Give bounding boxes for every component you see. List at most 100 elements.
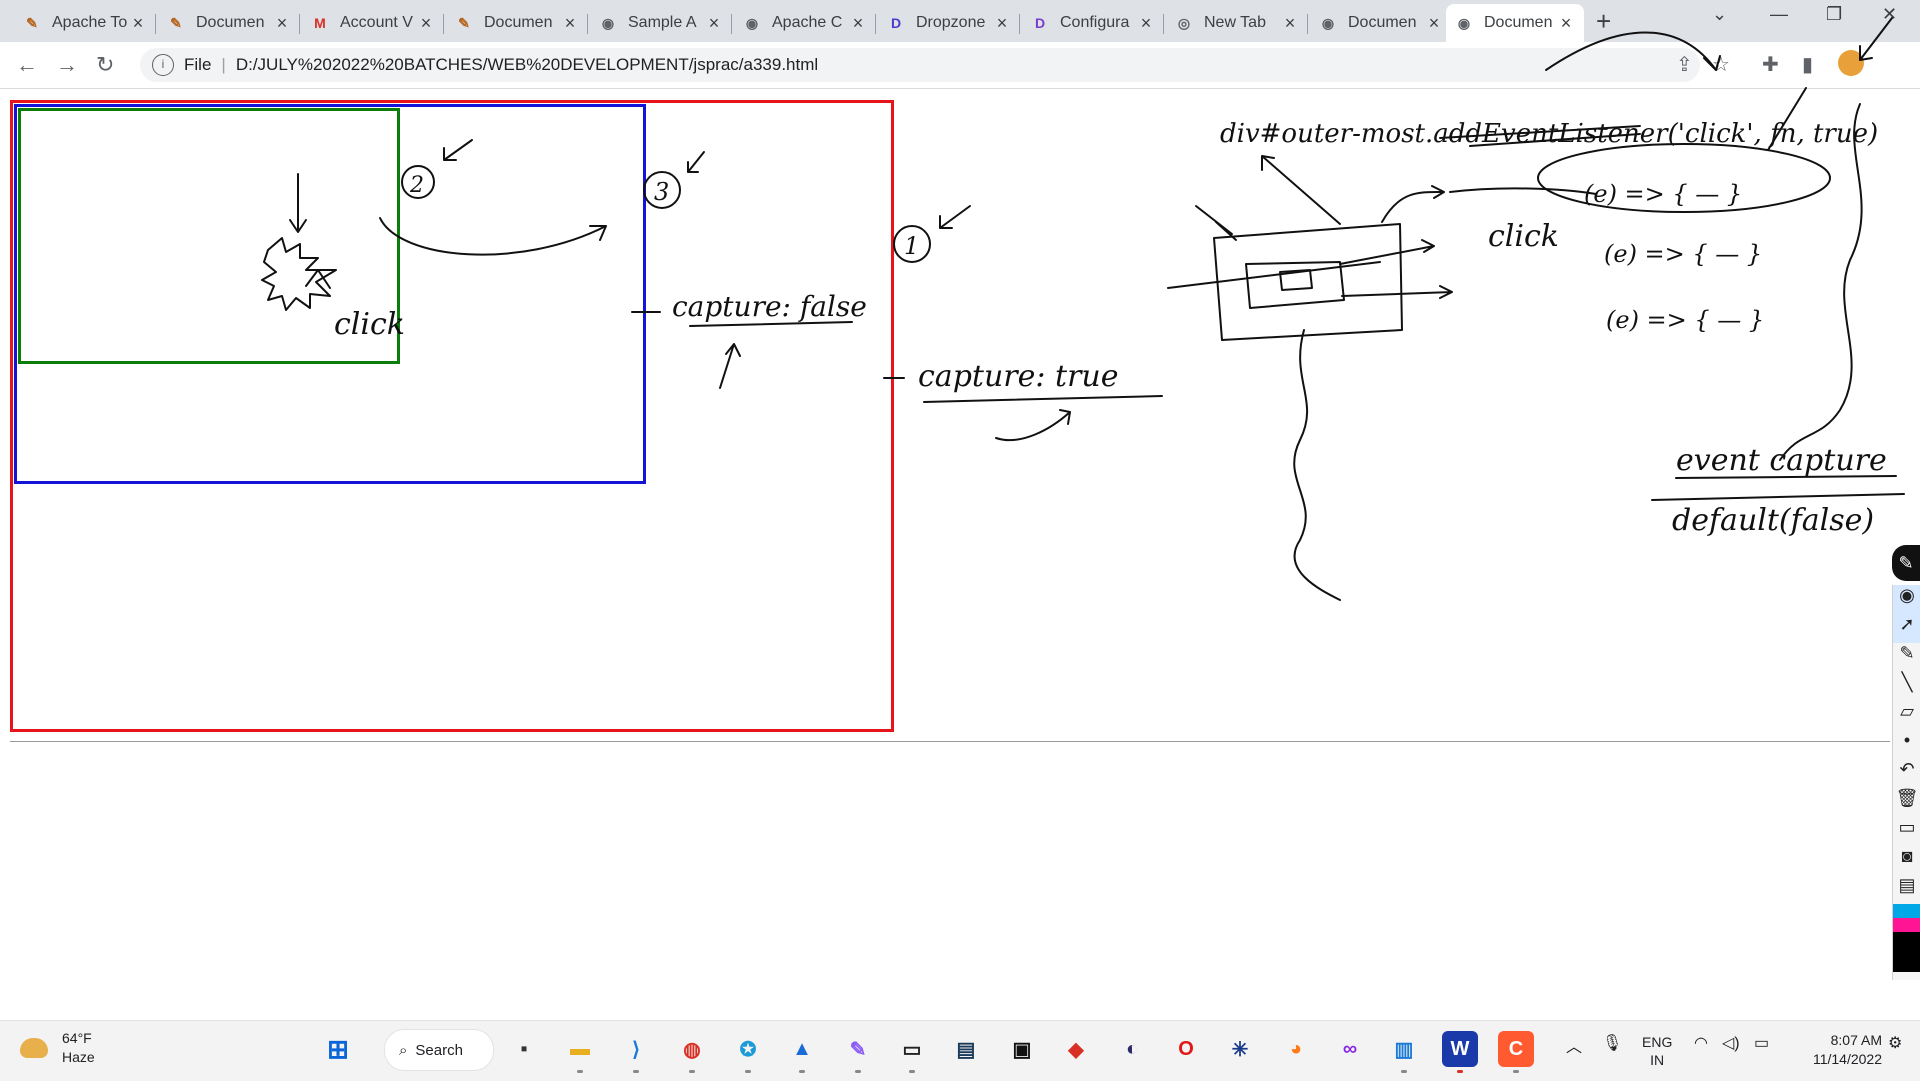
camera-icon[interactable]: ◙ <box>1901 846 1913 866</box>
task-view-icon[interactable]: ▪ <box>520 1037 528 1060</box>
browser-tab[interactable]: M Account V × <box>302 4 444 42</box>
clipboard-icon[interactable]: ▤ <box>1898 875 1916 895</box>
close-tab-icon[interactable]: × <box>1428 12 1440 33</box>
windows-taskbar: 64°F Haze ⊞ ⌕ Search ▪ ▬ ⟩ ◍ ✪ ▲ ✎ ▭ ▤ ▣… <box>0 1020 1920 1081</box>
browser-tab[interactable]: ◉ Apache C × <box>734 4 876 42</box>
close-tab-icon[interactable]: × <box>1140 12 1152 33</box>
globe-icon: ◉ <box>1321 14 1335 31</box>
restore-icon[interactable]: ❐ <box>1826 4 1843 24</box>
opera-icon[interactable]: O <box>1178 1037 1194 1060</box>
browser-tab[interactable]: ◉ Documen × <box>1310 4 1452 42</box>
eclipse-icon[interactable]: ◐ <box>1125 1037 1139 1060</box>
handler-2-label: (e) => { — } <box>1604 240 1762 268</box>
wifi-icon[interactable]: ◠ <box>1694 1035 1708 1052</box>
app-icon-purple[interactable]: ∞ <box>1342 1037 1358 1060</box>
eye-icon[interactable]: ◉ <box>1893 585 1920 614</box>
volume-icon[interactable]: ◁) <box>1722 1035 1740 1052</box>
close-tab-icon[interactable]: × <box>996 12 1008 33</box>
browser-tab[interactable]: ◉ Sample A × <box>590 4 732 42</box>
app-icon-orange[interactable]: C <box>1498 1031 1534 1073</box>
close-tab-icon[interactable]: × <box>852 12 864 33</box>
close-tab-icon[interactable]: × <box>1560 12 1572 33</box>
chrome-icon[interactable]: ◍ <box>674 1031 710 1073</box>
close-tab-icon[interactable]: × <box>276 12 288 33</box>
address-bar[interactable]: i File | D:/JULY%202022%20BATCHES/WEB%20… <box>140 48 1700 82</box>
photos-icon[interactable]: ▲ <box>784 1031 820 1073</box>
share-icon[interactable]: ⇪ <box>1676 54 1693 76</box>
tab-title: Documen <box>484 14 553 31</box>
pen-tool-logo-icon[interactable]: ✎ <box>1892 545 1920 581</box>
squiggle-down <box>1293 329 1341 601</box>
inner-box[interactable] <box>18 108 400 364</box>
pencil-icon[interactable]: ✎ <box>1899 643 1915 663</box>
whiteboard-icon[interactable]: ▭ <box>1898 817 1916 837</box>
mysql-icon[interactable]: ▤ <box>956 1038 976 1061</box>
close-tab-icon[interactable]: × <box>420 12 432 33</box>
terminal-icon[interactable]: ▭ <box>894 1031 930 1073</box>
start-windows-icon[interactable]: ⊞ <box>327 1033 349 1064</box>
color-swatch-cyan[interactable] <box>1893 904 1920 918</box>
back-arrow-icon[interactable]: ← <box>16 52 38 77</box>
reload-icon[interactable]: ↻ <box>96 52 115 77</box>
color-swatch-black[interactable] <box>1893 932 1920 972</box>
url-text[interactable]: D:/JULY%202022%20BATCHES/WEB%20DEVELOPME… <box>235 55 819 74</box>
webex-icon[interactable]: W <box>1442 1031 1478 1073</box>
globe-icon: ◉ <box>1457 14 1471 31</box>
close-window-icon[interactable]: ✕ <box>1882 4 1898 24</box>
close-tab-icon[interactable]: × <box>708 12 720 33</box>
close-tab-icon[interactable]: × <box>1284 12 1296 33</box>
dot-icon[interactable]: • <box>1903 730 1911 750</box>
cursor-icon[interactable]: ➚ <box>1893 614 1920 643</box>
side-panel-icon[interactable]: ▮ <box>1802 54 1814 76</box>
app-icon-red[interactable]: ◆ <box>1068 1038 1084 1061</box>
close-tab-icon[interactable]: × <box>564 12 576 33</box>
info-icon[interactable]: i <box>152 54 174 76</box>
browser-tab-active[interactable]: ◉ Documen × <box>1446 4 1584 42</box>
outer-box[interactable] <box>14 104 646 484</box>
trash-icon[interactable]: 🗑 <box>1895 788 1919 808</box>
profile-avatar[interactable] <box>1838 50 1864 76</box>
language-indicator[interactable]: ENG IN <box>1642 1033 1672 1069</box>
close-tab-icon[interactable]: × <box>132 12 144 33</box>
browser-tab[interactable]: ✎ Documen × <box>446 4 588 42</box>
browser-tab[interactable]: ✎ Documen × <box>158 4 300 42</box>
weather-haze-icon <box>20 1038 48 1058</box>
squiggle-right <box>1779 103 1863 461</box>
app-icon-screen[interactable]: ▥ <box>1386 1031 1422 1073</box>
tab-search-chevron-icon[interactable]: ⌄ <box>1712 4 1728 24</box>
extensions-icon[interactable]: ✚ <box>1762 54 1779 76</box>
battery-icon[interactable]: ▭ <box>1754 1035 1770 1052</box>
file-explorer-icon[interactable]: ▬ <box>562 1031 598 1073</box>
notification-icon[interactable]: ⚙ <box>1888 1035 1903 1052</box>
line-icon[interactable]: ╲ <box>1901 672 1913 692</box>
globe-icon: ◉ <box>601 14 615 31</box>
chevron-up-icon[interactable]: ︿ <box>1566 1039 1583 1056</box>
forward-arrow-icon[interactable]: → <box>56 52 78 77</box>
tab-title: New Tab <box>1204 14 1266 31</box>
browser-tab[interactable]: ◎ New Tab × <box>1166 4 1308 42</box>
tab-title: Configura <box>1060 14 1130 31</box>
vscode-icon[interactable]: ⟩ <box>618 1031 654 1073</box>
outer-most-box[interactable] <box>10 100 894 732</box>
browser-app-icon[interactable]: ✪ <box>730 1031 766 1073</box>
taskbar-search[interactable]: ⌕ Search <box>384 1029 494 1071</box>
new-tab-button[interactable]: + <box>1596 6 1612 36</box>
command-prompt-icon[interactable]: ▣ <box>1012 1038 1032 1061</box>
system-clock[interactable]: 8:07 AM 11/14/2022 <box>1792 1031 1882 1069</box>
microphone-icon[interactable]: 🎙 <box>1602 1035 1623 1052</box>
pen-app-icon[interactable]: ✎ <box>840 1031 876 1073</box>
bookmark-star-icon[interactable]: ☆ <box>1712 54 1730 76</box>
browser-tab[interactable]: ✎ Apache To × <box>14 4 156 42</box>
firefox-icon[interactable]: ◕ <box>1289 1037 1303 1060</box>
browser-toolbar: ← → ↻ i File | D:/JULY%202022%20BATCHES/… <box>0 42 1920 89</box>
undo-icon[interactable]: ↶ <box>1899 759 1915 779</box>
browser-tab[interactable]: D Configura × <box>1022 4 1164 42</box>
browser-tab[interactable]: D Dropzone × <box>878 4 1020 42</box>
color-swatch-magenta[interactable] <box>1893 918 1920 932</box>
minimize-icon[interactable]: — <box>1770 4 1788 24</box>
default-false-label: default(false) <box>1672 503 1874 538</box>
eraser-icon[interactable]: ▱ <box>1900 701 1914 721</box>
app-icon-blue[interactable]: ✳ <box>1231 1038 1249 1061</box>
weather-temp: 64°F <box>62 1030 92 1046</box>
weather-widget[interactable]: 64°F Haze <box>20 1029 95 1067</box>
